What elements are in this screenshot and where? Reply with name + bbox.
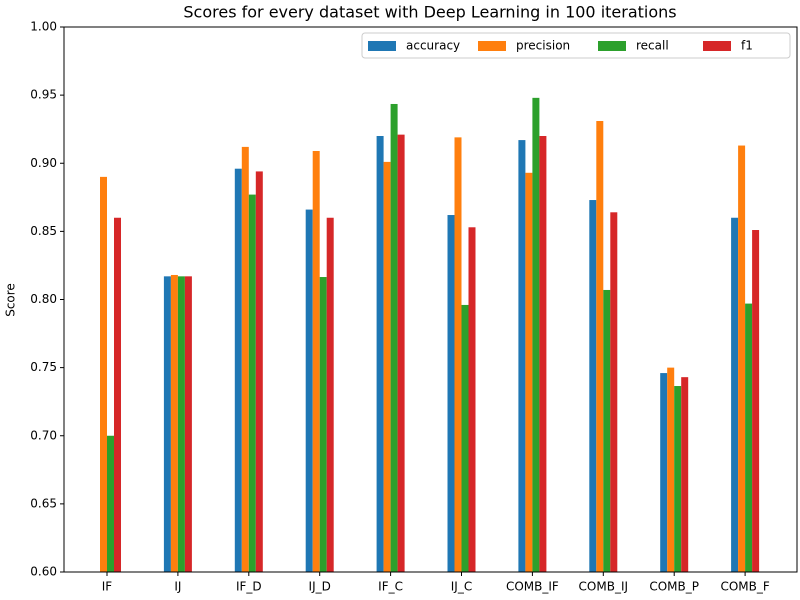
bar: [610, 212, 618, 573]
legend-swatch: [478, 41, 506, 51]
bar: [596, 121, 604, 572]
x-tick-label: IF: [102, 580, 113, 594]
bar: [667, 367, 675, 572]
y-axis-label: Score: [4, 283, 18, 317]
y-tick-label: 0.80: [30, 292, 57, 306]
bar: [539, 136, 547, 572]
legend-label: recall: [636, 39, 669, 53]
y-tick-label: 0.95: [30, 88, 57, 102]
legend-label: f1: [741, 39, 753, 53]
x-tick-label: COMB_IF: [506, 580, 559, 594]
x-tick-label: IJ_C: [451, 580, 472, 594]
bar: [518, 140, 526, 572]
y-tick-label: 0.90: [30, 156, 57, 170]
x-tick-label: COMB_IJ: [579, 580, 629, 594]
x-tick-label: IF_C: [378, 580, 403, 594]
bar: [376, 136, 384, 572]
bar: [383, 161, 391, 572]
x-tick-label: IJ: [174, 580, 181, 594]
bar: [177, 276, 185, 572]
bar: [681, 377, 689, 572]
legend-swatch: [703, 41, 731, 51]
y-tick-label: 0.85: [30, 224, 57, 238]
bar: [184, 276, 192, 572]
x-tick-label: IF_D: [236, 580, 262, 594]
bar: [752, 230, 760, 572]
bar: [731, 217, 739, 572]
bar: [107, 435, 114, 572]
bar: [738, 145, 746, 572]
x-tick-label: COMB_P: [649, 580, 699, 594]
bar: [163, 276, 171, 572]
bar: [255, 171, 263, 573]
bar: [674, 386, 682, 572]
bar: [234, 168, 242, 572]
y-tick-label: 0.60: [30, 565, 57, 579]
bar: [468, 227, 476, 572]
bar: [326, 217, 334, 572]
bar: [114, 217, 121, 572]
x-tick-label: IJ_D: [309, 580, 331, 594]
bar: [461, 304, 469, 572]
bar: [397, 134, 405, 572]
bar: [447, 215, 455, 572]
chart-title: Scores for every dataset with Deep Learn…: [183, 3, 676, 22]
bar: [525, 172, 533, 572]
y-tick-label: 0.70: [30, 428, 57, 442]
bar: [319, 277, 327, 572]
bar: [454, 137, 462, 573]
bar: [532, 97, 540, 572]
y-tick-label: 0.75: [30, 360, 57, 374]
bar: [312, 150, 320, 573]
bar: [241, 146, 249, 572]
bar: [170, 274, 178, 572]
bar: [589, 200, 597, 572]
legend-label: precision: [516, 39, 570, 53]
plot-frame: [63, 26, 798, 573]
bar: [248, 194, 256, 572]
legend-box: [361, 32, 791, 59]
bar: [660, 373, 668, 572]
x-tick-label: COMB_F: [720, 580, 769, 594]
legend-label: accuracy: [406, 39, 460, 53]
bar: [100, 176, 107, 572]
legend-swatch: [598, 41, 626, 51]
bar: [305, 209, 313, 572]
bar: [745, 303, 753, 572]
bar: [390, 103, 398, 572]
legend-swatch: [368, 41, 396, 51]
y-tick-label: 1.00: [30, 20, 57, 34]
y-tick-label: 0.65: [30, 496, 57, 510]
bar: [603, 289, 611, 572]
